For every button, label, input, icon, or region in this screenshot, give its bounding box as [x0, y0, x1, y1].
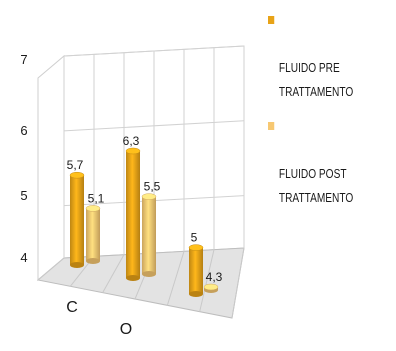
legend: FLUIDO PRE TRATTAMENTO FLUIDO POST TRATT…	[268, 8, 396, 220]
floor-grid-line	[102, 254, 125, 293]
bar-body	[86, 208, 100, 261]
bar-body	[189, 247, 203, 294]
category-label: C	[66, 299, 78, 316]
bar	[188, 244, 204, 297]
data-label: 5,5	[144, 180, 161, 194]
grid-line-horizontal	[63, 120, 245, 132]
legend-swatch-post	[268, 122, 275, 130]
bar-top	[69, 171, 85, 179]
bar	[141, 193, 157, 277]
data-label: 5	[191, 231, 198, 245]
bar-base	[126, 275, 140, 281]
floor-grid-line	[199, 249, 215, 312]
y-tick-label: 6	[20, 123, 27, 138]
bar-top	[203, 283, 219, 291]
grid-line-horizontal	[63, 45, 245, 57]
y-tick-label: 7	[20, 52, 27, 67]
legend-swatch-pre	[268, 16, 275, 24]
floor-grid-line	[231, 247, 245, 319]
label-group: 4 5 6 7 C O 5,7 6,3 5 5,1 5,5 4,3	[20, 52, 222, 338]
bar-top	[125, 147, 141, 155]
floor-grid-line	[37, 257, 65, 281]
bar-top	[188, 244, 204, 251]
y-tick-label: 4	[20, 250, 27, 265]
bar-base	[189, 291, 203, 297]
side-wall	[37, 54, 65, 282]
legend-item-post: FLUIDO POST TRATTAMENTO	[268, 114, 396, 210]
legend-label-post: FLUIDO POST TRATTAMENTO	[278, 166, 354, 205]
bar	[203, 283, 219, 293]
data-label: 5,7	[67, 158, 84, 172]
bar	[69, 171, 85, 268]
floor-grid-line	[166, 251, 185, 306]
bar-base	[86, 258, 100, 264]
bar-body	[126, 151, 140, 278]
bar-base	[70, 262, 84, 268]
legend-item-pre: FLUIDO PRE TRATTAMENTO	[268, 8, 396, 104]
legend-label-pre: FLUIDO PRE TRATTAMENTO	[278, 60, 354, 99]
bar-base	[142, 271, 156, 277]
bar	[125, 147, 141, 281]
category-label: O	[120, 321, 132, 338]
y-tick-label: 5	[20, 188, 27, 203]
bar-top	[85, 205, 101, 212]
bar-body	[142, 196, 156, 274]
data-label: 6,3	[123, 134, 140, 148]
data-label: 5,1	[88, 191, 105, 205]
bar-group	[69, 147, 219, 297]
bar-top	[141, 193, 157, 200]
bar-body	[70, 175, 84, 265]
bar	[85, 205, 101, 264]
data-label: 4,3	[206, 270, 223, 284]
